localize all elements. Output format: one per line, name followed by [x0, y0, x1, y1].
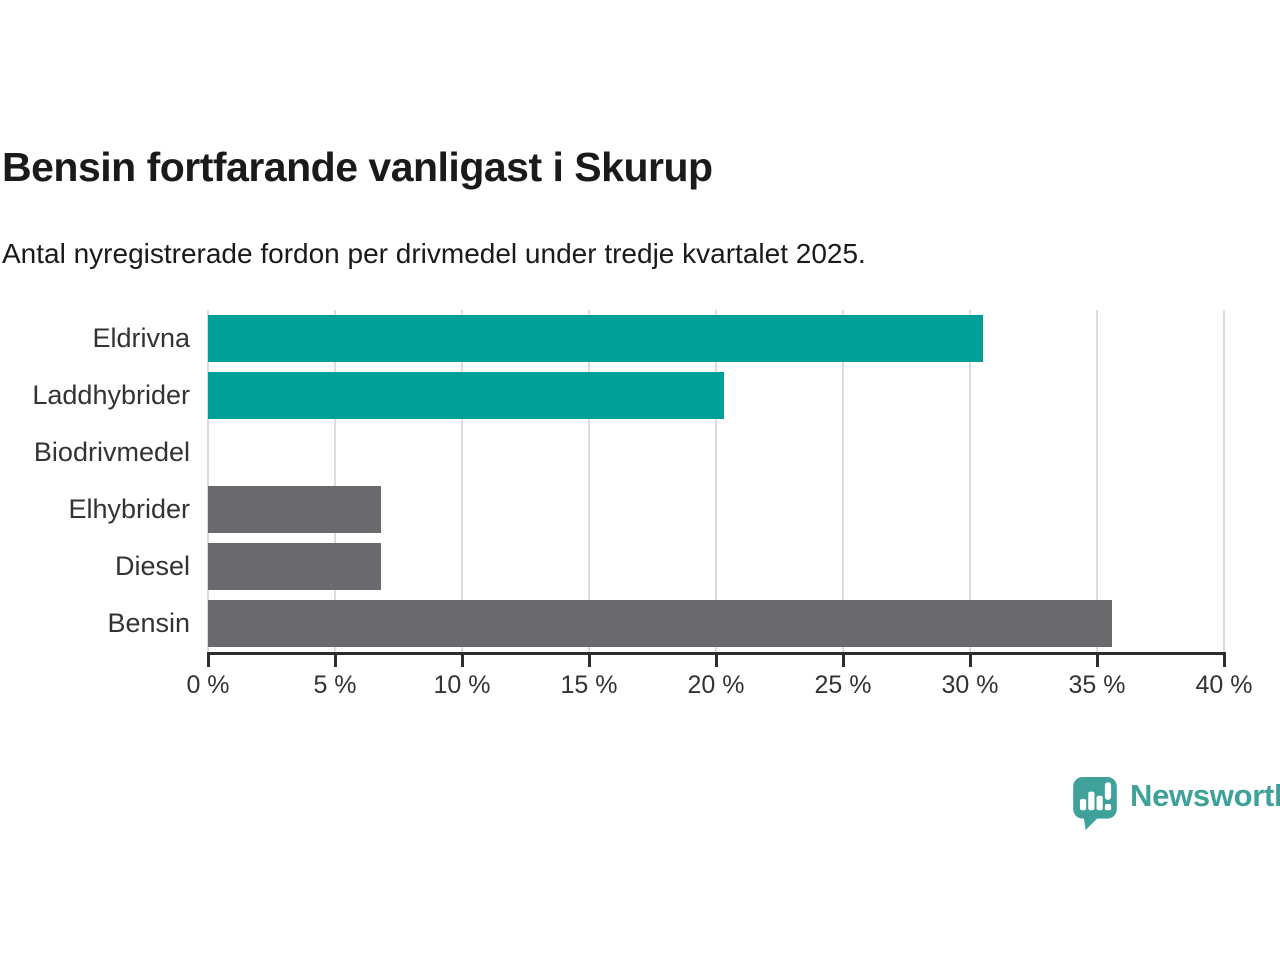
gridline — [1096, 310, 1098, 652]
gridline — [842, 310, 844, 652]
category-axis-labels: Eldrivna Laddhybrider Biodrivmedel Elhybrid… — [0, 310, 190, 652]
category-label: Elhybrider — [68, 494, 190, 524]
gridline — [588, 310, 590, 652]
axis-tick-label: 5 % — [313, 671, 357, 699]
axis-tick — [968, 652, 972, 667]
axis-tick-label: 20 % — [687, 671, 745, 699]
axis-tick-label: 35 % — [1068, 671, 1126, 699]
category-label: Diesel — [114, 551, 190, 581]
axis-tick — [460, 652, 464, 667]
axis-tick-label: 40 % — [1195, 671, 1253, 699]
bar-eldrivna — [208, 315, 983, 362]
bar-laddhybrider — [208, 371, 724, 419]
plot-area — [206, 310, 1226, 667]
brand-footer: Newsworthy — [1072, 776, 1280, 830]
newsworthy-logo-icon — [1073, 777, 1117, 830]
bar-bensin — [208, 600, 1113, 647]
axis-tick — [714, 652, 718, 667]
gridline — [1223, 310, 1225, 652]
axis-tick-label: 30 % — [941, 671, 999, 699]
gridline — [461, 310, 463, 652]
category-label: Biodrivmedel — [33, 437, 190, 467]
axis-tick — [333, 652, 337, 667]
gridline — [715, 310, 717, 652]
axis-tick-label: 0 % — [186, 671, 230, 699]
category-label: Eldrivna — [92, 323, 190, 353]
bar-elhybrider — [208, 486, 381, 533]
axis-tick — [206, 652, 210, 667]
bar-diesel — [208, 542, 381, 590]
gridline — [334, 310, 336, 652]
brand-name: Newsworthy — [1130, 778, 1280, 813]
chart-title: Bensin fortfarande vanligast i Skurup — [2, 144, 713, 190]
chart-subtitle: Antal nyregistrerade fordon per drivmede… — [2, 238, 866, 269]
category-label: Laddhybrider — [32, 380, 190, 410]
axis-tick — [1222, 652, 1226, 667]
axis-tick — [841, 652, 845, 667]
axis-tick-label: 15 % — [560, 671, 618, 699]
axis-tick — [587, 652, 591, 667]
x-axis-tick-labels: 0 % 5 % 10 % 15 % 20 % 25 % 30 % 35 % 40 % — [186, 671, 1252, 703]
gridline — [969, 310, 971, 652]
category-label: Bensin — [107, 608, 190, 638]
axis-tick-label: 25 % — [814, 671, 872, 699]
axis-tick — [1095, 652, 1099, 667]
gridline — [207, 310, 209, 652]
axis-tick-label: 10 % — [433, 671, 491, 699]
